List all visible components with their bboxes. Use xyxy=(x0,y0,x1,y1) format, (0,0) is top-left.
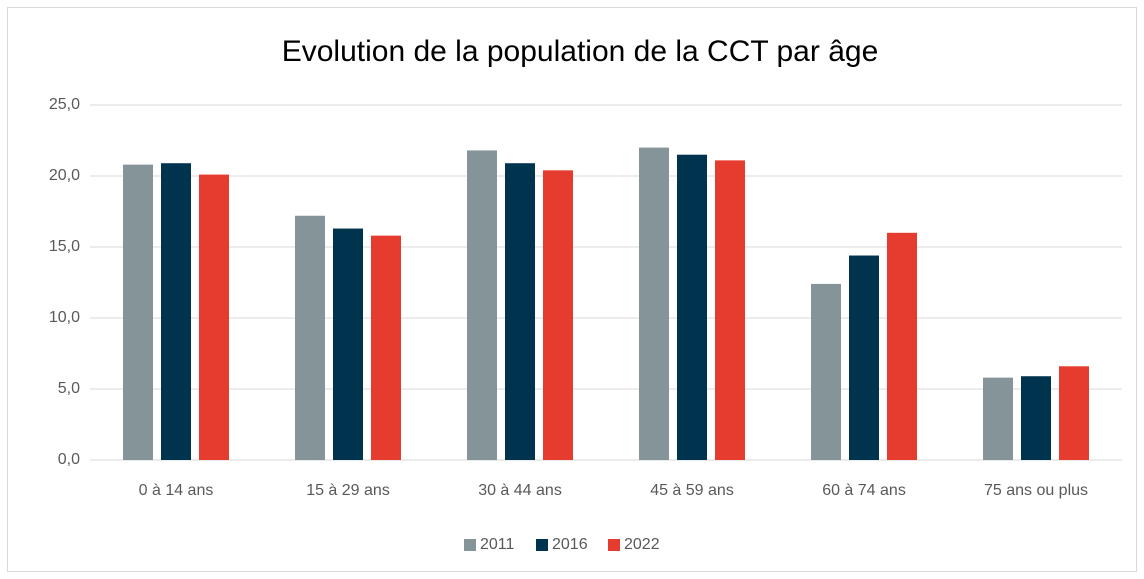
legend-swatch xyxy=(464,539,476,551)
y-tick-label: 25,0 xyxy=(49,96,80,113)
bar xyxy=(849,255,879,460)
bar xyxy=(123,164,153,460)
chart-title: Evolution de la population de la CCT par… xyxy=(282,35,879,68)
bar xyxy=(1021,376,1051,460)
y-tick-label: 10,0 xyxy=(49,309,80,326)
bar xyxy=(677,154,707,460)
x-tick-label: 0 à 14 ans xyxy=(139,482,214,499)
x-tick-label: 45 à 59 ans xyxy=(650,482,734,499)
bar xyxy=(161,163,191,460)
x-tick-label: 15 à 29 ans xyxy=(306,482,390,499)
bar xyxy=(715,160,745,460)
bar xyxy=(333,228,363,460)
legend-label: 2016 xyxy=(552,536,588,553)
bar xyxy=(1059,366,1089,460)
legend-swatch xyxy=(536,539,548,551)
legend-label: 2022 xyxy=(624,536,660,553)
y-tick-label: 0,0 xyxy=(58,451,80,468)
bar xyxy=(505,163,535,460)
bar xyxy=(543,170,573,460)
x-tick-label: 75 ans ou plus xyxy=(984,482,1088,499)
legend-swatch xyxy=(608,539,620,551)
bar xyxy=(467,150,497,460)
bar xyxy=(983,377,1013,460)
y-tick-label: 15,0 xyxy=(49,238,80,255)
bar xyxy=(295,215,325,460)
bar xyxy=(199,174,229,460)
y-tick-label: 20,0 xyxy=(49,167,80,184)
x-tick-label: 60 à 74 ans xyxy=(822,482,906,499)
bar xyxy=(887,232,917,460)
y-tick-label: 5,0 xyxy=(58,380,80,397)
bar xyxy=(811,283,841,460)
bar xyxy=(639,147,669,460)
x-tick-label: 30 à 44 ans xyxy=(478,482,562,499)
legend-label: 2011 xyxy=(480,536,515,553)
bar xyxy=(371,235,401,460)
